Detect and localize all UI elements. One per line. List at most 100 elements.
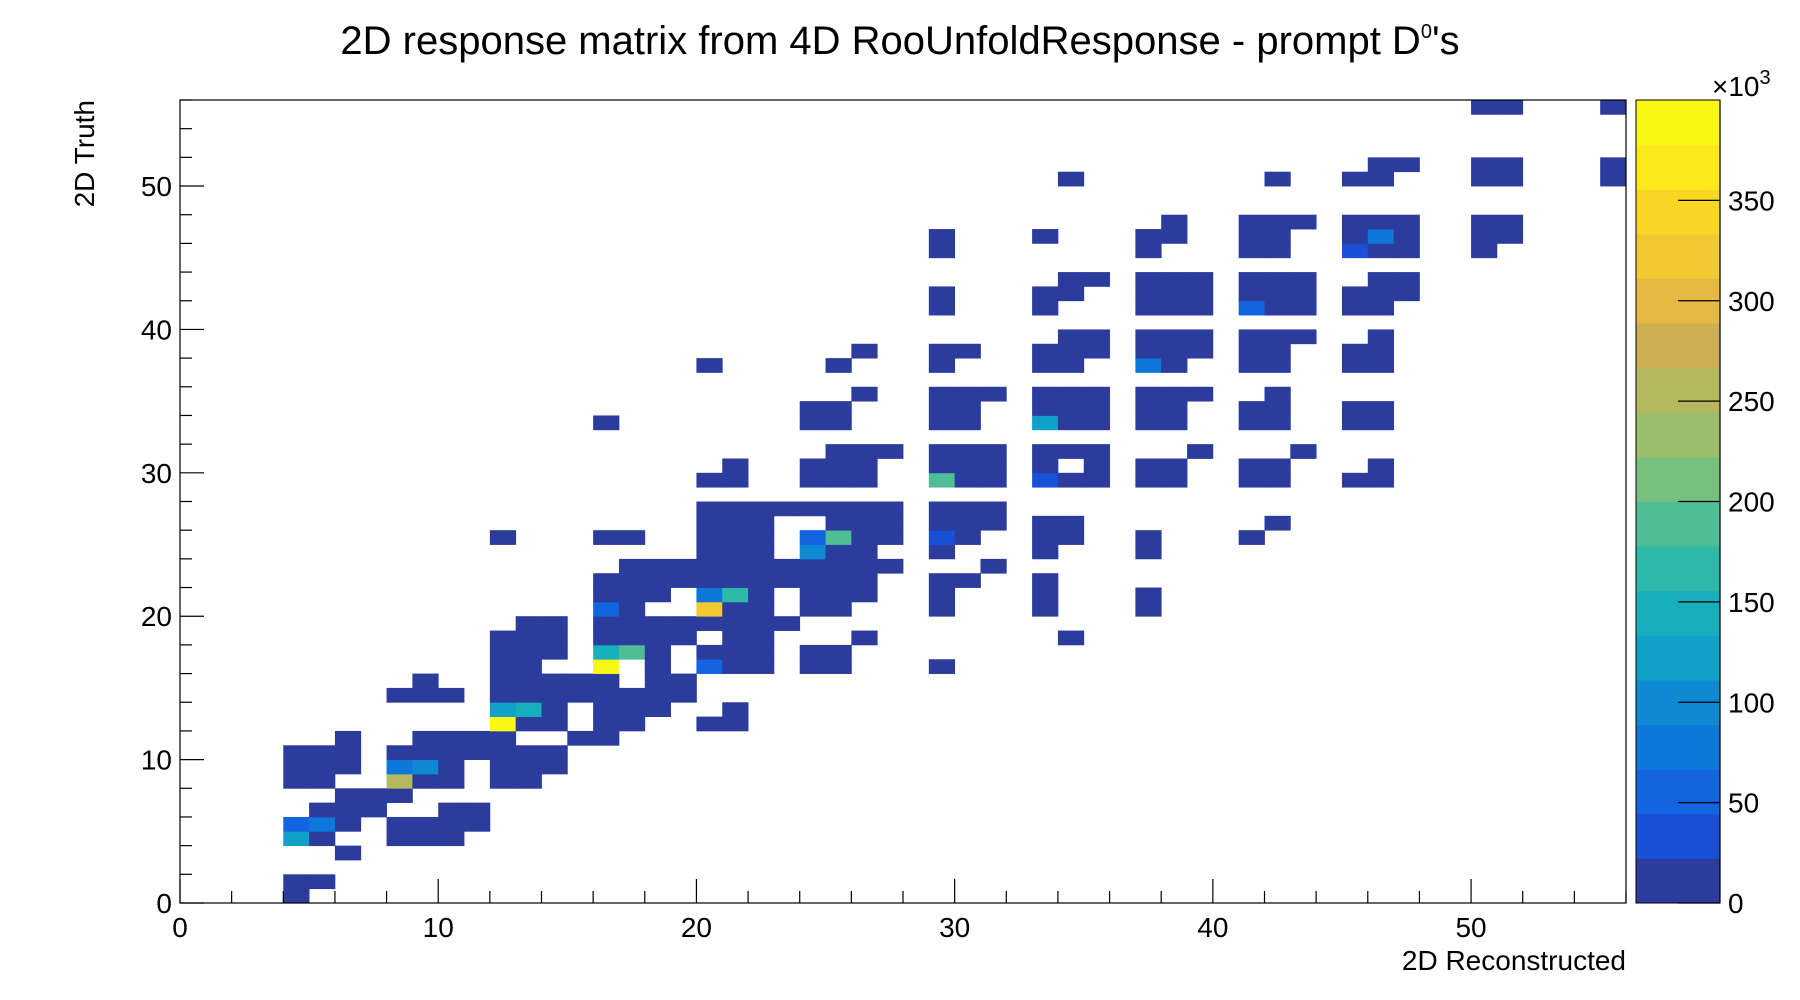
heatmap-cell <box>722 501 749 517</box>
heatmap-cell <box>1600 100 1627 115</box>
heatmap-cell <box>773 501 801 517</box>
heatmap-cell <box>954 530 981 545</box>
heatmap-cell <box>980 501 1007 517</box>
heatmap-cell <box>1290 286 1317 302</box>
heatmap-cell <box>851 458 878 474</box>
heatmap-cell <box>489 673 517 689</box>
heatmap-cell <box>825 458 852 474</box>
x-axis: 0 10 20 30 40 50 <box>172 879 1627 943</box>
colorbar-band <box>1636 323 1720 369</box>
colorbar-band <box>1636 635 1720 681</box>
heatmap-cell <box>799 558 826 574</box>
heatmap-cell <box>515 759 542 775</box>
heatmap-cell <box>1367 415 1395 431</box>
heatmap-cell <box>438 730 465 746</box>
heatmap-cell <box>748 501 775 517</box>
heatmap-cell <box>1032 544 1059 560</box>
heatmap-cell <box>799 501 826 517</box>
heatmap-cell <box>515 702 542 717</box>
heatmap-cell <box>696 573 723 588</box>
heatmap-cell <box>928 587 956 603</box>
heatmap-cell <box>283 874 310 890</box>
heatmap-cell <box>954 415 981 431</box>
heatmap-cell <box>1135 386 1162 402</box>
heatmap-cell <box>1057 444 1085 459</box>
heatmap-cell <box>1367 358 1395 373</box>
heatmap-cell <box>696 587 723 603</box>
heatmap-cell <box>851 558 878 574</box>
heatmap-cell <box>1187 444 1214 459</box>
heatmap-cell <box>748 530 775 545</box>
heatmap-cell <box>1264 401 1291 416</box>
heatmap-cell <box>1238 530 1265 545</box>
y-tick-label: 30 <box>141 458 172 489</box>
heatmap-cell <box>928 544 956 560</box>
heatmap-cell <box>309 816 336 832</box>
heatmap-cell <box>980 458 1007 474</box>
heatmap-cell <box>1264 300 1291 316</box>
heatmap-cell <box>799 544 826 560</box>
heatmap-cell <box>670 630 697 646</box>
heatmap-cell <box>618 573 646 588</box>
heatmap-cell <box>1083 401 1110 416</box>
x-tick-label: 40 <box>1197 912 1228 943</box>
heatmap-cell <box>696 601 723 617</box>
heatmap-cell <box>1367 472 1395 488</box>
heatmap-cell <box>386 687 413 703</box>
heatmap-cell <box>928 401 956 416</box>
heatmap-cell <box>748 558 775 574</box>
heatmap-cell <box>464 730 491 746</box>
heatmap-cell <box>438 773 465 789</box>
heatmap-cell <box>1290 214 1317 230</box>
heatmap-cell <box>593 530 620 545</box>
heatmap-cell <box>1057 358 1085 373</box>
heatmap-cell <box>541 745 568 761</box>
heatmap-cell <box>1264 229 1291 244</box>
heatmap-cell <box>1238 286 1265 302</box>
heatmap-cell <box>1135 601 1162 617</box>
colorbar-tick-label: 50 <box>1728 788 1759 819</box>
heatmap-cell <box>670 616 697 631</box>
heatmap-cell <box>412 759 439 775</box>
colorbar-band <box>1636 813 1720 859</box>
heatmap-cell <box>1187 329 1214 345</box>
heatmap-cell <box>877 558 904 574</box>
heatmap-cell <box>541 673 568 689</box>
heatmap-cell <box>1057 515 1085 531</box>
heatmap-cell <box>593 630 620 646</box>
heatmap-cell <box>1032 401 1059 416</box>
x-tick-label: 30 <box>939 912 970 943</box>
colorbar <box>1635 99 1721 904</box>
heatmap-cell <box>1393 214 1420 230</box>
heatmap-cell <box>489 716 517 732</box>
heatmap-cell <box>696 530 723 545</box>
heatmap-cell <box>593 616 620 631</box>
heatmap-cell <box>928 472 956 488</box>
heatmap-cell <box>1135 329 1162 345</box>
heatmap-cell <box>1264 472 1291 488</box>
heatmap-cell <box>1264 171 1291 187</box>
heatmap-cell <box>283 745 310 761</box>
heatmap-cell <box>799 401 826 416</box>
heatmap-cell <box>386 759 413 775</box>
heatmap-cell <box>1471 171 1498 187</box>
heatmap-cell <box>438 759 465 775</box>
heatmap-cell <box>1057 415 1085 431</box>
heatmap-cell <box>1238 300 1265 316</box>
heatmap-cell <box>1264 272 1291 287</box>
heatmap-cell <box>1341 472 1369 488</box>
heatmap-cell <box>1135 401 1162 416</box>
heatmap-cell <box>1290 329 1317 345</box>
heatmap-cell <box>541 616 568 631</box>
heatmap-cell <box>696 616 723 631</box>
heatmap-cell <box>928 501 956 517</box>
heatmap-cell <box>644 687 672 703</box>
heatmap-cell <box>928 300 956 316</box>
heatmap-cell <box>1600 171 1627 187</box>
heatmap-cell <box>748 630 775 646</box>
heatmap-cell <box>334 788 362 804</box>
heatmap-cell <box>541 759 568 775</box>
heatmap-cell <box>283 888 310 904</box>
heatmap-cell <box>851 386 878 402</box>
heatmap-cell <box>1135 229 1162 244</box>
